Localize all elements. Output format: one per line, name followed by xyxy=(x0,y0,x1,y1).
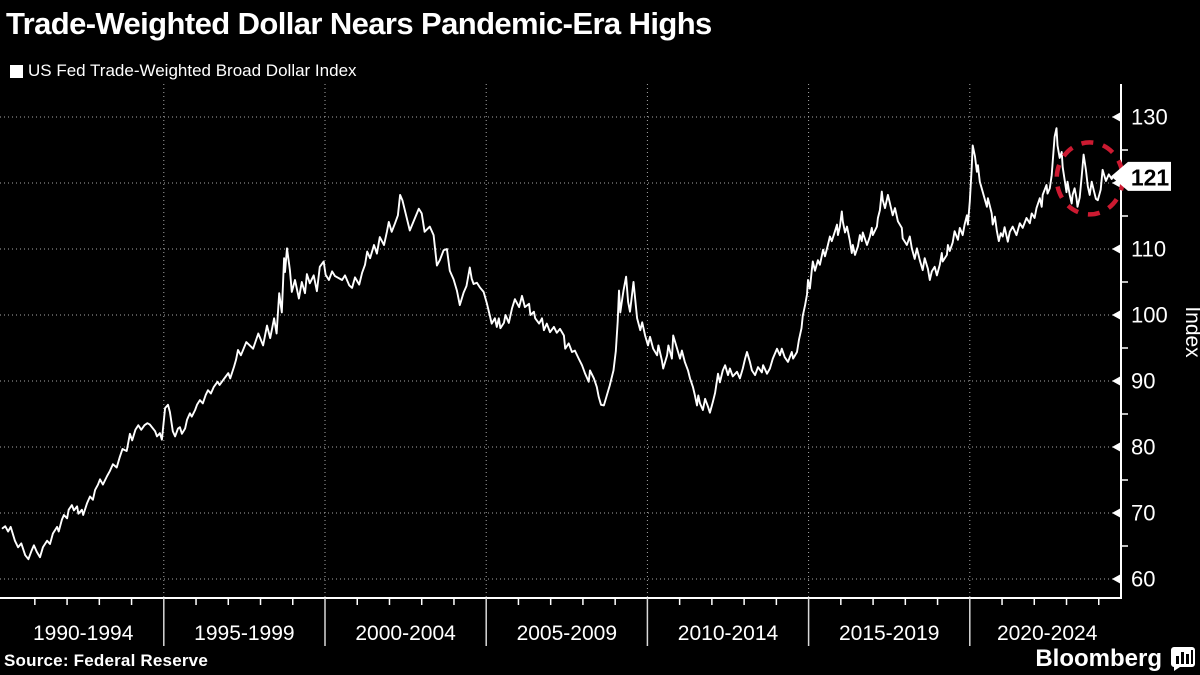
x-axis-label: 2010-2014 xyxy=(678,622,779,645)
legend: US Fed Trade-Weighted Broad Dollar Index xyxy=(10,61,357,81)
y-axis-major-tick xyxy=(1112,574,1121,584)
y-axis-major-tick xyxy=(1112,112,1121,122)
y-axis-label: 60 xyxy=(1131,567,1155,592)
y-axis-title: Index xyxy=(1181,306,1200,358)
y-axis-label: 70 xyxy=(1131,501,1155,526)
y-axis-label: 130 xyxy=(1131,105,1168,130)
y-axis-major-tick xyxy=(1112,310,1121,320)
y-axis-major-tick xyxy=(1112,508,1121,518)
x-axis-label: 2020-2024 xyxy=(997,622,1098,645)
bloomberg-logo-icon xyxy=(1171,647,1195,671)
y-axis-major-tick xyxy=(1112,244,1121,254)
x-axis-label: 2000-2004 xyxy=(355,622,456,645)
series-line xyxy=(1,127,1115,561)
bloomberg-wordmark: Bloomberg xyxy=(1035,645,1162,672)
y-axis-major-tick xyxy=(1112,376,1121,386)
y-axis-label: 80 xyxy=(1131,435,1155,460)
chart-title: Trade-Weighted Dollar Nears Pandemic-Era… xyxy=(6,6,712,41)
source-note: Source: Federal Reserve xyxy=(4,651,208,670)
last-value-tag xyxy=(1111,161,1171,191)
x-axis-label: 2005-2009 xyxy=(517,622,617,645)
y-axis-label: 110 xyxy=(1131,237,1166,262)
legend-label: US Fed Trade-Weighted Broad Dollar Index xyxy=(28,61,357,80)
x-axis-label: 2015-2019 xyxy=(839,622,939,645)
y-axis-label: 90 xyxy=(1131,369,1155,394)
last-value-tag-label: 121 xyxy=(1131,164,1170,190)
y-axis-label: 100 xyxy=(1131,303,1168,328)
x-axis-label: 1990-1994 xyxy=(33,622,134,645)
bloomberg-brand: Bloomberg xyxy=(1035,645,1196,673)
legend-swatch-icon xyxy=(10,64,23,78)
y-axis-major-tick xyxy=(1112,442,1121,452)
x-axis-label: 1995-1999 xyxy=(194,622,294,645)
